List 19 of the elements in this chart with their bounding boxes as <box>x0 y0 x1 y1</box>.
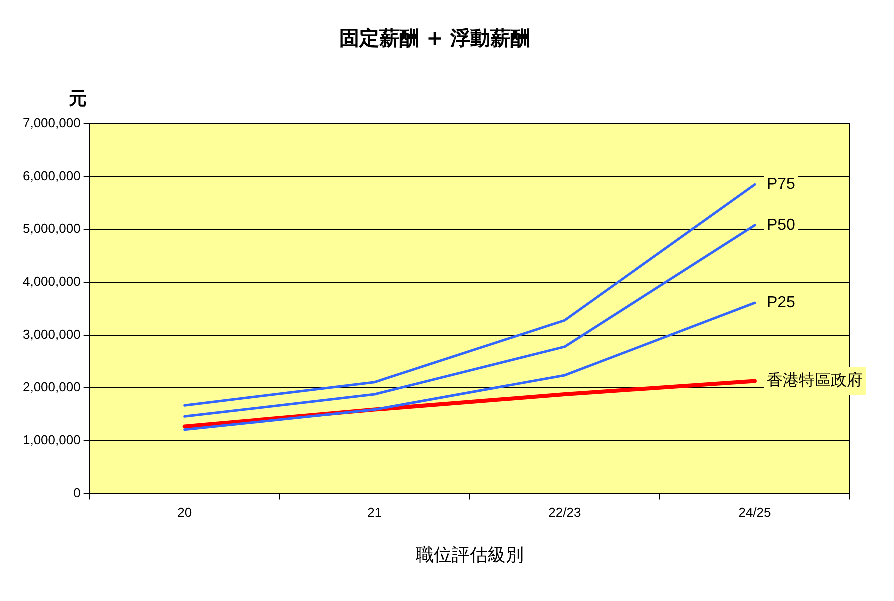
y-axis-title: 元 <box>68 88 87 110</box>
series-label: 香港特區政府 <box>766 372 863 390</box>
series-label: P25 <box>766 294 796 312</box>
x-axis-title: 職位評估級別 <box>416 544 524 566</box>
y-tick-label: 1,000,000 <box>22 432 81 448</box>
x-tick-label: 22/23 <box>548 505 582 520</box>
chart-title: 固定薪酬 + 浮動薪酬 <box>340 26 530 50</box>
y-tick-label: 5,000,000 <box>22 221 81 236</box>
y-tick-label: 0 <box>74 485 81 500</box>
y-tick-label: 7,000,000 <box>22 116 81 131</box>
y-tick-label: 6,000,000 <box>22 168 81 184</box>
x-tick-label: 20 <box>178 505 192 520</box>
y-tick-label: 3,000,000 <box>22 326 81 342</box>
y-tick-label: 4,000,000 <box>22 274 81 290</box>
series-label: P50 <box>766 216 796 234</box>
x-tick-label: 24/25 <box>738 505 772 520</box>
series-label: P75 <box>766 176 796 194</box>
y-tick-label: 2,000,000 <box>22 380 81 395</box>
x-tick-label: 21 <box>368 505 382 520</box>
